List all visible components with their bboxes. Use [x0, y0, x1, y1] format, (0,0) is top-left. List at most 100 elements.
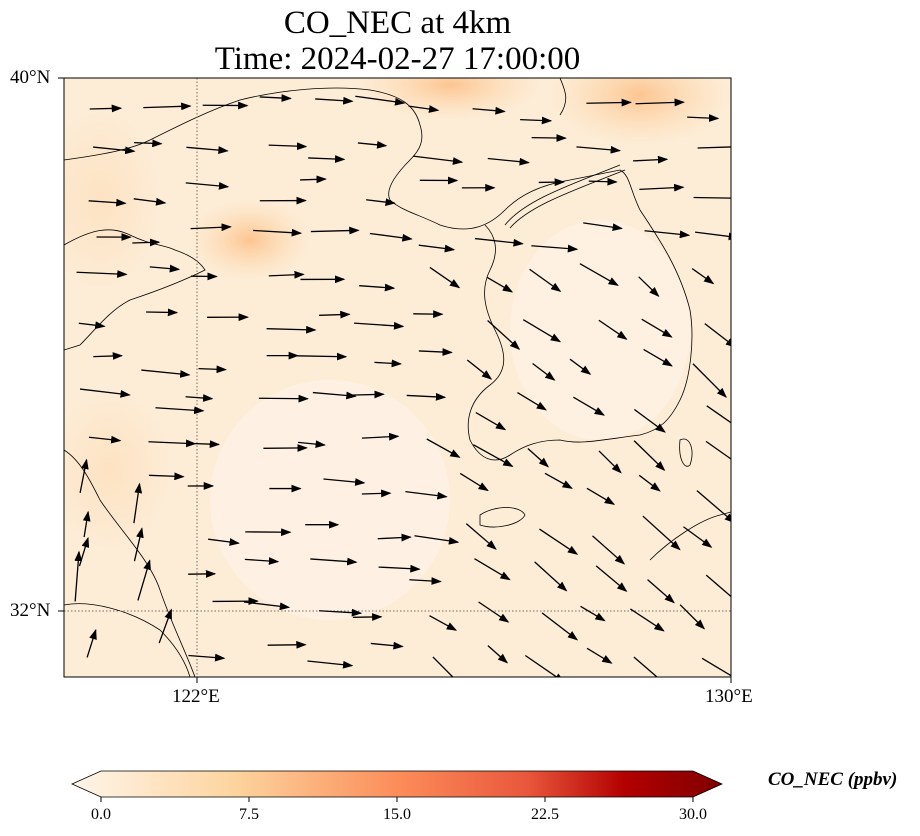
- wind-arrow: [146, 308, 179, 317]
- plot-title-line2: Time: 2024-02-27 17:00:00: [214, 41, 581, 77]
- wind-arrow: [185, 394, 214, 402]
- wind-arrow: [522, 319, 562, 343]
- wind-arrow: [243, 601, 291, 611]
- wind-arrow: [632, 155, 669, 164]
- wind-arrow: [355, 95, 406, 106]
- wind-arrow: [190, 223, 232, 232]
- wind-arrow: [361, 432, 400, 441]
- wind-arrow: [692, 363, 727, 398]
- wind-arrow: [88, 198, 127, 207]
- wind-arrow: [701, 657, 731, 677]
- wind-arrow: [517, 392, 547, 411]
- gridlines: [64, 78, 731, 677]
- wind-arrow: [592, 535, 626, 565]
- plot-title-line1: CO_NEC at 4km: [283, 5, 512, 41]
- wind-arrow: [474, 237, 524, 247]
- wind-arrow: [486, 276, 514, 293]
- wind-arrow: [679, 604, 706, 630]
- wind-arrow: [149, 264, 181, 273]
- wind-arrow: [148, 439, 197, 448]
- wind-arrow: [586, 98, 633, 107]
- wind-arrow: [79, 388, 131, 398]
- map-frame: [63, 77, 732, 678]
- wind-arrow: [370, 641, 404, 650]
- wind-arrow: [315, 96, 354, 105]
- wind-arrow: [378, 564, 421, 573]
- wind-arrow: [357, 140, 388, 149]
- wind-arrow: [683, 526, 713, 548]
- wind-arrow: [638, 474, 661, 492]
- wind-arrow: [644, 230, 691, 239]
- wind-arrow: [133, 482, 143, 524]
- wind-arrow: [143, 102, 192, 111]
- wind-arrow: [319, 310, 351, 319]
- wind-arrow: [253, 228, 303, 237]
- wind-arrow: [74, 550, 83, 602]
- wind-arrow: [487, 157, 530, 166]
- wind-arrow: [308, 155, 346, 163]
- wind-arrow: [188, 653, 226, 662]
- colorbar-tick-label: 30.0: [679, 806, 707, 823]
- wind-arrow: [638, 276, 660, 297]
- wind-arrow: [465, 523, 497, 550]
- wind-arrow: [307, 660, 354, 669]
- wind-arrow: [704, 323, 731, 348]
- colorbar-tick-label: 15.0: [383, 806, 411, 823]
- wind-arrow: [78, 321, 106, 330]
- wind-arrow: [86, 628, 97, 658]
- wind-arrow: [300, 175, 327, 184]
- wind-arrow: [598, 319, 628, 340]
- wind-arrow: [296, 352, 348, 361]
- wind-arrow: [527, 448, 550, 468]
- wind-arrow: [208, 538, 240, 546]
- wind-arrow: [185, 182, 230, 190]
- wind-arrow: [588, 177, 618, 186]
- wind-arrow: [432, 656, 454, 677]
- wind-arrow: [633, 440, 666, 472]
- wind-arrow: [633, 408, 666, 433]
- colorbar-label: CO_NEC (ppbv): [768, 769, 898, 790]
- lon-label-122e: 122°E: [172, 686, 220, 707]
- wind-arrow: [705, 574, 731, 598]
- wind-arrow: [82, 510, 91, 538]
- wind-arrow: [520, 116, 553, 125]
- wind-arrow: [377, 533, 412, 542]
- wind-arrow: [409, 577, 442, 585]
- map-area: [64, 78, 731, 677]
- wind-arrow: [359, 283, 396, 292]
- wind-arrow: [361, 489, 392, 498]
- lat-label-32n: 32°N: [10, 600, 51, 621]
- wind-arrow: [406, 392, 447, 401]
- wind-arrow: [133, 527, 144, 562]
- wind-arrow: [487, 319, 521, 351]
- wind-arrow: [524, 654, 565, 677]
- wind-arrow: [414, 535, 460, 545]
- wind-arrow: [188, 440, 221, 449]
- wind-arrow: [405, 491, 448, 500]
- wind-arrow: [413, 155, 464, 165]
- wind-arrow: [472, 106, 506, 115]
- wind-arrow: [706, 405, 731, 424]
- wind-arrow: [539, 528, 579, 555]
- wind-arrow: [541, 612, 579, 641]
- wind-arrow: [705, 440, 731, 460]
- wind-arrow: [598, 450, 622, 474]
- wind-arrow: [687, 114, 720, 122]
- wind-vectors: [74, 94, 731, 677]
- colorbar: [71, 770, 723, 798]
- wind-arrow: [475, 412, 507, 431]
- wind-arrow: [647, 579, 675, 604]
- wind-arrow: [580, 605, 606, 622]
- wind-arrow: [132, 238, 161, 247]
- wind-arrow: [158, 608, 172, 644]
- wind-arrow: [696, 490, 731, 524]
- wind-arrow: [642, 515, 681, 551]
- wind-arrow: [310, 226, 360, 235]
- wind-arrow: [148, 472, 185, 481]
- wind-arrow: [534, 561, 568, 592]
- wind-arrow: [350, 390, 385, 399]
- wind-arrow: [78, 536, 90, 567]
- wind-arrow: [576, 145, 622, 154]
- wind-arrow: [641, 318, 673, 338]
- wind-arrow: [366, 198, 396, 206]
